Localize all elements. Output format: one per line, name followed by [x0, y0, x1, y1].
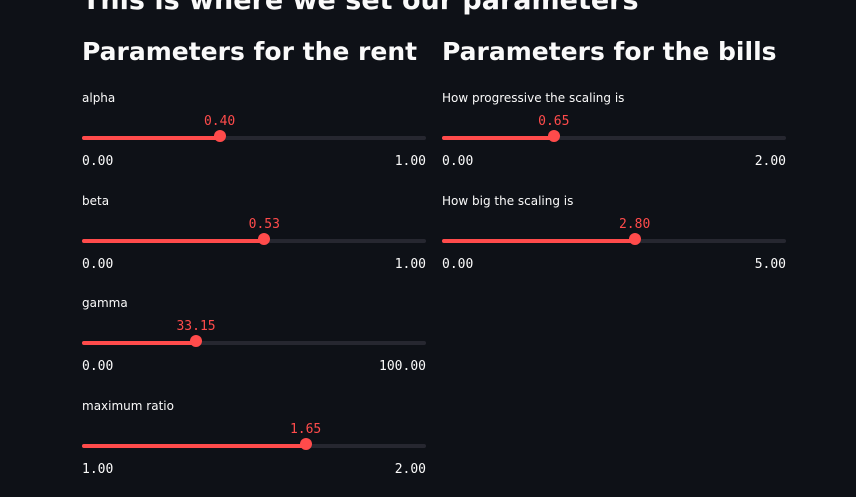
slider-fill — [82, 239, 265, 243]
slider-max: 2.00 — [754, 154, 786, 169]
slider-label: How big the scaling is — [442, 194, 574, 208]
slider-track[interactable] — [82, 341, 426, 345]
slider-track[interactable] — [82, 136, 426, 140]
slider-label: alpha — [82, 91, 116, 105]
slider-max: 100.00 — [379, 359, 426, 374]
slider-thumb[interactable] — [258, 233, 271, 245]
maximum-ratio-slider[interactable]: maximum ratio 1.65 1.00 2.00 — [82, 398, 426, 488]
slider-fill — [442, 136, 554, 140]
slider-max: 1.00 — [394, 257, 426, 272]
slider-fill — [82, 341, 197, 345]
slider-value: 2.80 — [618, 217, 651, 232]
slider-min: 0.00 — [82, 154, 114, 169]
slider-min: 0.00 — [82, 359, 114, 374]
alpha-slider[interactable]: alpha 0.40 0.00 1.00 — [82, 90, 426, 180]
scaling-size-slider[interactable]: How big the scaling is 2.80 0.00 5.00 — [442, 193, 786, 283]
slider-thumb[interactable] — [190, 335, 203, 347]
slider-fill — [442, 239, 635, 243]
slider-label: beta — [82, 194, 110, 208]
slider-value: 33.15 — [176, 319, 216, 334]
slider-min: 1.00 — [82, 462, 114, 477]
slider-track[interactable] — [442, 239, 786, 243]
slider-thumb[interactable] — [628, 233, 641, 245]
slider-value: 0.53 — [248, 217, 280, 232]
gamma-slider[interactable]: gamma 33.15 0.00 100.00 — [82, 295, 426, 385]
slider-max: 2.00 — [394, 462, 426, 477]
rent-section-title: Parameters for the rent — [82, 37, 418, 66]
slider-label: How progressive the scaling is — [442, 91, 625, 105]
slider-track[interactable] — [82, 444, 426, 448]
slider-thumb[interactable] — [299, 438, 312, 450]
slider-min: 0.00 — [82, 257, 114, 272]
slider-max: 5.00 — [754, 257, 786, 272]
slider-min: 0.00 — [442, 154, 474, 169]
slider-value: 1.65 — [289, 422, 322, 437]
slider-value: 0.65 — [538, 114, 570, 129]
page-title: This is where we set our parameters — [82, 0, 639, 16]
slider-track[interactable] — [82, 239, 426, 243]
slider-thumb[interactable] — [213, 130, 226, 142]
slider-thumb[interactable] — [547, 130, 560, 142]
bills-section-title: Parameters for the bills — [442, 37, 777, 66]
slider-value: 0.40 — [203, 114, 236, 129]
slider-max: 1.00 — [394, 154, 426, 169]
slider-track[interactable] — [442, 136, 786, 140]
beta-slider[interactable]: beta 0.53 0.00 1.00 — [82, 193, 426, 283]
slider-min: 0.00 — [442, 257, 474, 272]
progressive-scaling-slider[interactable]: How progressive the scaling is 0.65 0.00… — [442, 90, 786, 180]
slider-fill — [82, 444, 306, 448]
slider-label: maximum ratio — [82, 399, 174, 413]
slider-fill — [82, 136, 220, 140]
slider-label: gamma — [82, 296, 128, 310]
